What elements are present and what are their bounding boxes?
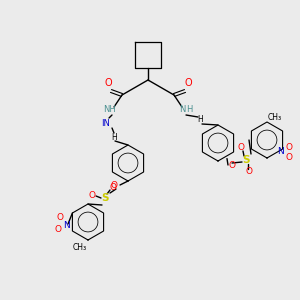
Text: O: O (229, 160, 236, 169)
Text: CH₃: CH₃ (268, 113, 282, 122)
Text: O: O (104, 78, 112, 88)
Text: O: O (55, 226, 62, 235)
Text: O: O (56, 212, 64, 221)
Text: H: H (197, 116, 203, 124)
Text: CH₃: CH₃ (73, 244, 87, 253)
Text: H: H (111, 133, 117, 142)
Text: O: O (286, 154, 292, 163)
Text: O: O (286, 143, 292, 152)
Text: N: N (63, 220, 69, 230)
Text: O: O (88, 190, 95, 200)
Text: N: N (179, 106, 185, 115)
Text: NH: NH (103, 106, 116, 115)
Text: O: O (245, 167, 253, 176)
Text: O: O (184, 78, 192, 88)
Text: O: O (110, 184, 116, 193)
Text: O: O (110, 181, 118, 190)
Text: N: N (278, 148, 284, 157)
Text: S: S (101, 193, 109, 203)
Text: S: S (242, 155, 250, 165)
Text: IN: IN (102, 118, 110, 127)
Text: H: H (186, 106, 192, 115)
Text: O: O (238, 143, 244, 152)
